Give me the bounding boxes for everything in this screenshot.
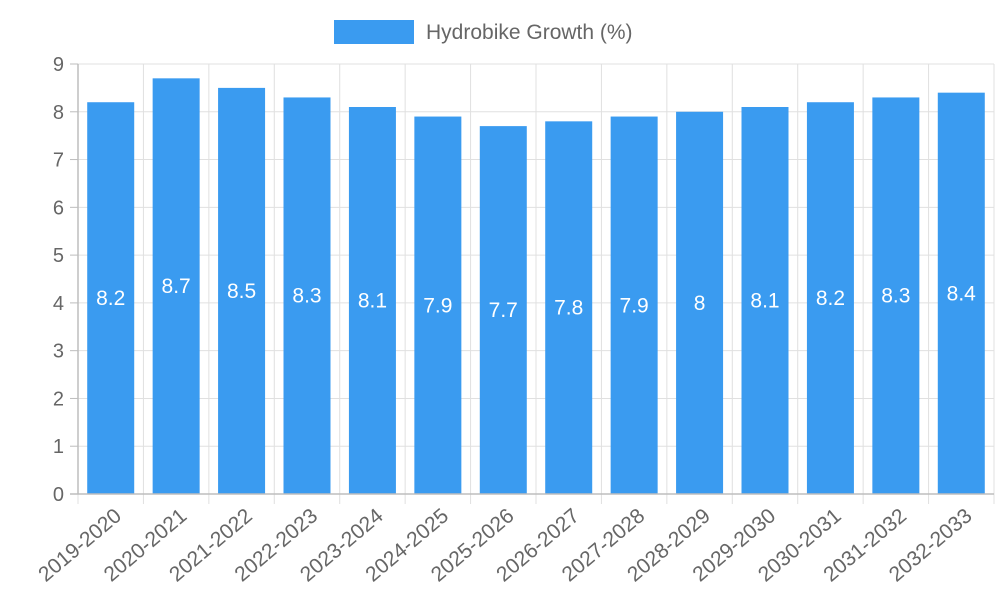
bar[interactable]	[414, 116, 462, 495]
data-label: 8.1	[358, 290, 387, 313]
data-label: 8.3	[881, 285, 910, 308]
y-tick-label: 6	[53, 197, 64, 219]
data-label: 7.8	[554, 297, 583, 320]
data-label: 8.1	[750, 290, 779, 313]
data-label: 7.7	[489, 299, 518, 322]
data-label: 8.2	[816, 287, 845, 310]
y-tick-label: 3	[53, 341, 64, 363]
data-label: 7.9	[620, 294, 649, 317]
y-tick-label: 9	[53, 54, 64, 76]
bars	[87, 78, 985, 495]
legend[interactable]: Hydrobike Growth (%)	[334, 20, 633, 44]
bar[interactable]	[806, 102, 854, 494]
data-label: 8.7	[162, 275, 191, 298]
bar[interactable]	[741, 107, 789, 494]
data-label: 7.9	[423, 294, 452, 317]
y-tick-label: 8	[53, 102, 64, 124]
bar[interactable]	[479, 126, 527, 494]
bar[interactable]	[348, 107, 396, 494]
legend-label: Hydrobike Growth (%)	[426, 21, 633, 44]
data-label: 8.5	[227, 280, 256, 303]
bar[interactable]	[610, 116, 658, 495]
bar[interactable]	[676, 111, 724, 495]
bar[interactable]	[152, 78, 200, 494]
data-label: 8.2	[96, 287, 125, 310]
y-tick-label: 7	[53, 150, 64, 172]
y-tick-label: 0	[53, 484, 64, 506]
y-axis-ticks: 0 1 2 3 4 5 6 7 8 9	[53, 54, 78, 506]
y-tick-label: 5	[53, 245, 64, 267]
bar[interactable]	[872, 97, 920, 494]
bar[interactable]	[218, 87, 266, 494]
bar[interactable]	[283, 97, 331, 494]
y-tick-label: 1	[53, 436, 64, 458]
legend-swatch	[334, 20, 414, 44]
bar[interactable]	[937, 92, 985, 495]
y-tick-label: 2	[53, 388, 64, 410]
grid	[77, 63, 995, 504]
data-label: 8	[694, 292, 706, 315]
axes	[70, 64, 994, 495]
bar[interactable]	[545, 121, 593, 494]
data-label: 8.4	[947, 282, 977, 305]
x-axis-ticks: 2019-20202020-20212021-20222022-20232023…	[34, 504, 976, 586]
data-labels: 8.2 8.7 8.5 8.3 8.1 7.9 7.7 7.8 7.9 8 8.1 8.2 8.3 8.4	[96, 275, 976, 322]
y-tick-label: 4	[53, 293, 64, 315]
bar[interactable]	[87, 102, 135, 494]
data-label: 8.3	[292, 285, 321, 308]
